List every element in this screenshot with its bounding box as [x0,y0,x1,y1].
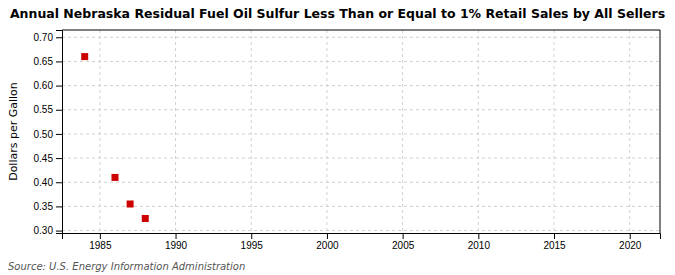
grid-line-y [62,61,660,62]
y-tick: 0.45 [34,153,62,164]
x-tick-mark [327,233,328,239]
x-tick: 2010 [468,233,491,251]
grid-line-y [62,158,660,159]
points [81,53,149,222]
grid-line-y [62,109,660,110]
grid-line-x [326,30,327,233]
y-tick: 0.30 [34,225,62,236]
y-tick-label: 0.70 [34,32,54,43]
point [111,174,118,181]
grid-line-y [62,206,660,207]
x-tick-label: 2000 [316,240,339,251]
point [81,53,88,60]
y-tick-mark [56,61,62,62]
y-tick-label: 0.30 [34,225,54,236]
y-tick-mark [56,134,62,135]
y-tick-mark [56,231,62,232]
y-tick: 0.60 [34,80,62,91]
y-tick-label: 0.40 [34,177,54,188]
x-tick: 2020 [619,233,642,251]
grid-line-x [478,30,479,233]
x-tick-label: 1995 [241,240,264,251]
grid-line-y [62,182,660,183]
x-tick-label: 1985 [89,240,112,251]
y-tick-label: 0.55 [34,104,54,115]
grid-line-y [62,37,660,38]
y-tick: 0.55 [34,104,62,115]
x-tick: 1985 [89,233,112,251]
x-tick-mark [554,233,555,239]
grid-line-x [402,30,403,233]
frame-top [62,30,660,31]
chart: 1985 1990 1995 2000 2005 2010 2015 2020 0.30 0.35… [0,0,675,275]
y-tick-mark [56,37,62,38]
x-tick-label: 2005 [392,240,415,251]
x-tick-mark [100,233,101,239]
grid-line-x [175,30,176,233]
x-tick: 1995 [241,233,264,251]
x-tick-mark [478,233,479,239]
grid-line-x [629,30,630,233]
y-tick-mark [56,182,62,183]
y-tick: 0.40 [34,177,62,188]
x-tick-label: 2015 [543,240,566,251]
plot: 1985 1990 1995 2000 2005 2010 2015 2020 0.30 0.35… [34,30,661,251]
y-tick-label: 0.35 [34,201,54,212]
x-tick-mark [176,233,177,239]
y-tick: 0.65 [34,56,62,67]
x-tick: 2000 [316,233,339,251]
y-tick-mark [56,110,62,111]
y-tick-mark [56,86,62,87]
y-axis: 0.30 0.35 0.40 0.45 0.50 0.55 0.60 0.65 0.70 [34,31,63,237]
y-tick-label: 0.60 [34,80,54,91]
x-tick: 1990 [165,233,188,251]
y-tick-mark [56,158,62,159]
y-tick-label: 0.65 [34,56,54,67]
grid-line-x [251,30,252,233]
x-tick: 2005 [392,233,415,251]
point [142,215,149,222]
y-tick: 0.70 [34,32,62,43]
y-tick: 0.35 [34,201,62,212]
x-tick-label: 2010 [468,240,491,251]
title: Annual Nebraska Residual Fuel Oil Sulfur… [10,6,665,21]
x-tick-label: 2020 [619,240,642,251]
x-axis-line [63,234,661,240]
y-tick: 0.50 [34,129,62,140]
grid-line-y [62,133,660,134]
x-tick-mark [630,233,631,239]
y-tick-mark [56,206,62,207]
x-tick-label: 1990 [165,240,188,251]
y-axis-title: Dollars per Gallon [7,82,20,181]
frame-right [660,30,661,233]
grid-line-x [99,30,100,233]
y-axis-line [56,31,63,234]
y-tick-label: 0.50 [34,129,54,140]
x-tick: 2015 [543,233,566,251]
point [127,201,134,208]
annotation: Source: U.S. Energy Information Administ… [8,261,245,272]
grid-line-x [554,30,555,233]
grid-line-y [62,230,660,231]
x-axis: 1985 1990 1995 2000 2005 2010 2015 2020 [63,233,661,251]
grid [62,30,660,233]
grid-line-y [62,85,660,86]
y-tick-label: 0.45 [34,153,54,164]
x-tick-mark [251,233,252,239]
x-tick-mark [403,233,404,239]
